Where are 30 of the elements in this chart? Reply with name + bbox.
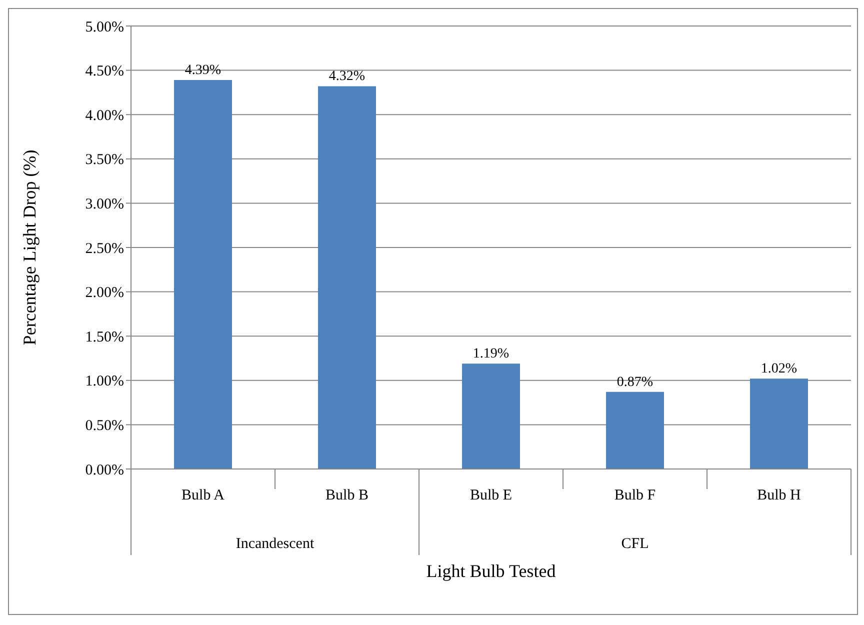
x-tick-label: Bulb H (757, 488, 802, 504)
x-tick-label: Bulb B (326, 488, 368, 504)
y-tick-label: 4.50% (85, 64, 124, 80)
y-tick-label: 2.50% (85, 240, 124, 257)
y-tick-label: 5.00% (85, 19, 124, 36)
data-label: 1.19% (472, 346, 510, 362)
data-label: 1.02% (760, 362, 798, 377)
y-tick-label: 0.50% (85, 418, 124, 434)
data-label: 4.32% (328, 69, 366, 84)
data-label: 4.39% (184, 63, 222, 78)
y-tick-label: 0.00% (85, 462, 124, 478)
x-tick-label: Bulb E (470, 488, 512, 504)
y-tick-label: 2.00% (85, 285, 124, 302)
bar (606, 392, 664, 469)
text: CFL (621, 536, 649, 552)
data-label: 0.87% (616, 374, 654, 390)
y-tick-label: 1.00% (85, 374, 124, 390)
bar (462, 364, 520, 469)
y-axis-title: Percentage Light Drop (%) (19, 150, 40, 346)
y-tick-label: 3.00% (85, 196, 124, 213)
bar (318, 86, 376, 469)
y-tick-label: 3.50% (85, 152, 124, 168)
text: Incandescent (236, 536, 314, 552)
x-tick-label: Bulb A (182, 488, 225, 504)
y-tick-label: 1.50% (85, 329, 124, 346)
x-axis-title: Light Bulb Tested (426, 561, 556, 581)
bar (750, 378, 808, 469)
y-tick-label: 4.00% (85, 108, 124, 124)
bar (174, 80, 232, 469)
x-tick-label: Bulb F (614, 488, 656, 504)
